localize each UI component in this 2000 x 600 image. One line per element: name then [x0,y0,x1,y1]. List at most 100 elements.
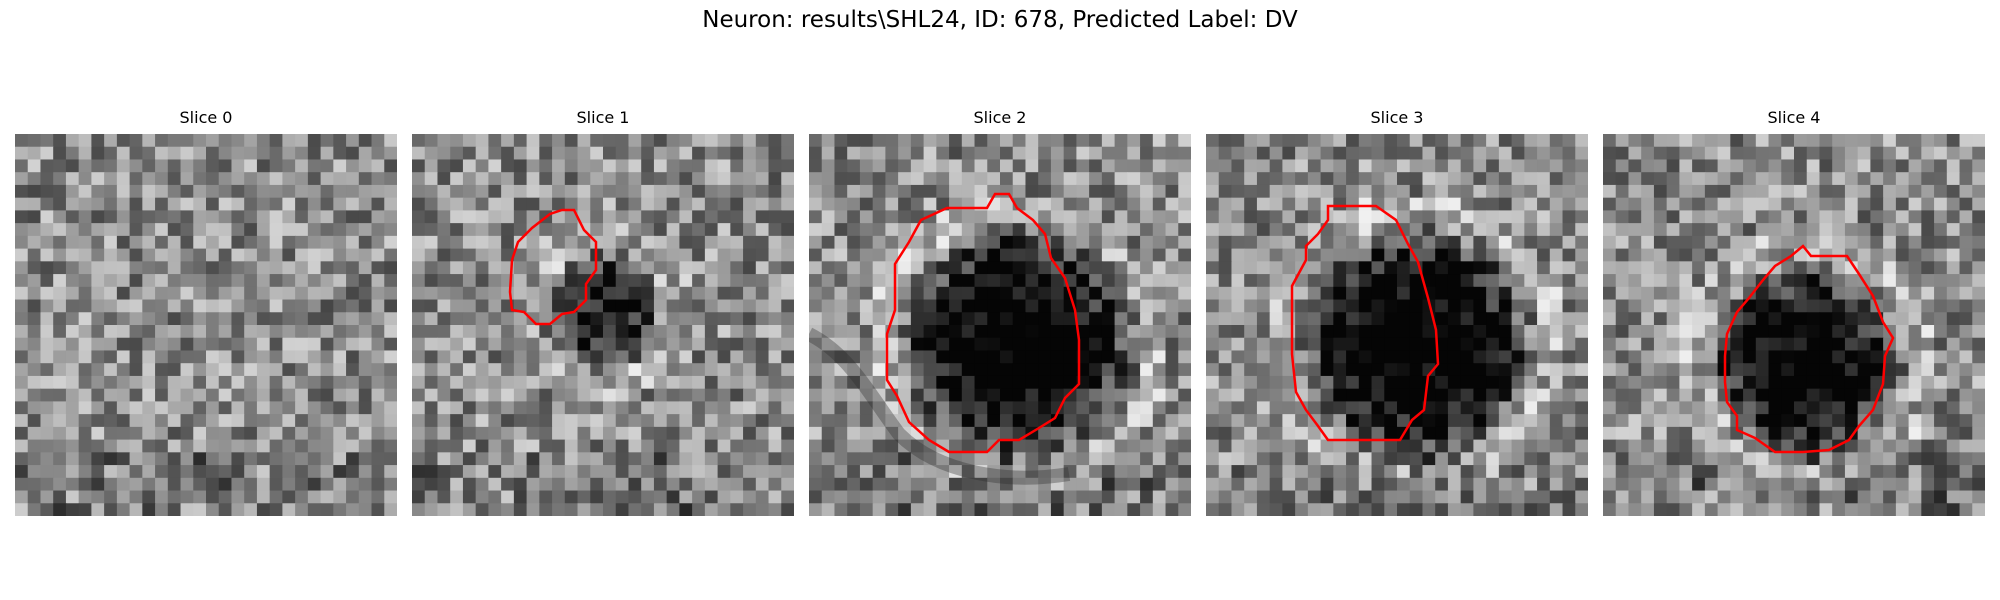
pixel [961,274,976,288]
pixel [1628,337,1642,352]
pixel [475,210,489,224]
pixel [1972,312,1985,326]
pixel [898,477,912,492]
pixel [1857,426,1871,441]
pixel [1076,223,1090,237]
pixel [1460,210,1474,224]
pixel [859,235,874,250]
pixel [1679,350,1693,364]
pixel [603,134,617,148]
pixel [167,248,182,262]
pixel [1307,299,1322,313]
pixel [1641,414,1655,428]
pixel [1333,465,1347,479]
pixel [1653,286,1668,301]
pixel [1050,299,1065,313]
pixel [282,375,296,390]
pixel [781,146,794,161]
pixel [53,503,67,516]
pixel [1140,465,1154,479]
pixel [1755,134,1770,148]
pixel [384,426,397,441]
pixel [1165,337,1179,352]
pixel [1794,490,1808,504]
pixel [1165,210,1179,224]
pixel [231,172,245,186]
pixel [1256,299,1271,313]
pixel [949,426,963,441]
pixel [809,388,823,402]
pixel [1730,363,1744,377]
pixel [1653,210,1668,224]
pixel [552,503,566,516]
pixel [641,146,655,161]
pixel [1549,159,1564,173]
pixel [679,159,693,173]
pixel [206,477,220,492]
pixel [1140,350,1154,364]
pixel [847,248,861,262]
pixel [1730,248,1744,262]
pixel [1025,146,1039,161]
pixel [1206,414,1220,428]
pixel [40,452,54,466]
pixel [1050,325,1065,339]
pixel [1537,223,1551,237]
pixel [1921,223,1935,237]
pixel [371,375,385,390]
pixel [1679,426,1693,441]
pixel [1397,210,1411,224]
pixel [1959,184,1973,199]
pixel [1615,134,1630,148]
pixel [462,401,477,415]
pixel [450,490,464,504]
pixel [1743,261,1757,275]
pixel [1295,325,1309,339]
pixel [1269,274,1283,288]
pixel [206,414,220,428]
pixel [949,414,963,428]
pixel [1231,159,1245,173]
pixel [755,286,770,301]
pixel [1768,426,1782,441]
pixel [104,261,118,275]
pixel [333,210,347,224]
pixel [1384,452,1398,466]
pixel [1025,210,1039,224]
pixel [1231,134,1245,148]
pixel [1717,337,1731,352]
pixel [282,388,296,402]
pixel [1101,477,1116,492]
pixel [307,350,322,364]
pixel [1473,274,1487,288]
pixel [1794,426,1808,441]
pixel [1127,375,1141,390]
pixel [1371,325,1385,339]
pixel [412,350,426,364]
pixel [961,286,976,301]
pixel [27,325,42,339]
pixel [1000,477,1014,492]
pixel [40,388,54,402]
pixel [91,337,105,352]
pixel [679,312,693,326]
pixel [834,325,848,339]
pixel [437,388,451,402]
pixel [513,210,528,224]
pixel [1562,210,1576,224]
pixel [885,439,899,453]
pixel [781,134,794,148]
pixel [346,261,360,275]
pixel [1409,286,1424,301]
pixel [653,312,668,326]
pixel [244,210,258,224]
pixel [987,261,1001,275]
pixel [1908,439,1922,453]
pixel [513,274,528,288]
pixel [781,439,794,453]
pixel [371,503,385,516]
pixel [27,490,42,504]
pixel [1152,248,1167,262]
pixel [371,363,385,377]
pixel [206,337,220,352]
